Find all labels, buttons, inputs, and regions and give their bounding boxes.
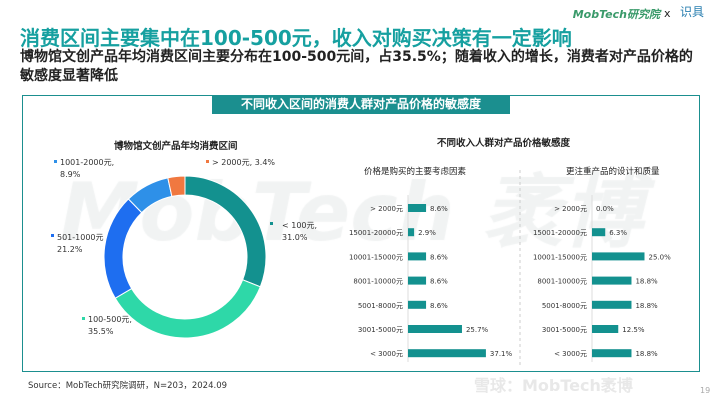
mobtech-logo: MobTech研究院 bbox=[572, 8, 660, 21]
donut-title: 博物馆文创产品年均消费区间 bbox=[114, 141, 238, 152]
bar-chart-title: 不同收入人群对产品价格敏感度 bbox=[437, 138, 571, 149]
slice-label: 100-500元, 35.5% bbox=[88, 315, 132, 336]
bar bbox=[408, 325, 462, 333]
bar-category-label: 8001-10000元 bbox=[537, 278, 587, 286]
bar-value-label: 8.6% bbox=[430, 253, 448, 261]
bar bbox=[592, 325, 619, 333]
bar-value-label: 18.8% bbox=[635, 302, 658, 310]
bar bbox=[408, 300, 427, 309]
bar-category-label: > 2000元 bbox=[554, 205, 587, 213]
bar-value-label: 8.6% bbox=[430, 205, 448, 213]
page-subtitle: 博物馆文创产品年均消费区间主要分布在100-500元间，占35.5%；随着收入的… bbox=[20, 49, 693, 84]
right-bar-subtitle: 更注重产品的设计和质量 bbox=[566, 167, 660, 177]
legend-marker bbox=[270, 222, 273, 225]
bar-category-label: 5001-8000元 bbox=[542, 302, 587, 310]
slice-label: 1001-2000元, 8.9% bbox=[60, 158, 114, 179]
bar bbox=[408, 349, 486, 358]
bar-category-label: < 3000元 bbox=[370, 350, 403, 358]
bar-value-label: 6.3% bbox=[609, 229, 627, 237]
page-number: 19 bbox=[700, 386, 711, 395]
bar bbox=[592, 300, 632, 309]
bar-category-label: > 2000元 bbox=[370, 205, 403, 213]
bar-category-label: 8001-10000元 bbox=[353, 278, 403, 286]
bar-category-label: 3001-5000元 bbox=[358, 326, 403, 334]
bar bbox=[592, 276, 632, 285]
bar-value-label: 8.6% bbox=[430, 302, 448, 310]
xueqiu-watermark: 雪球：MobTech袤博 bbox=[474, 376, 633, 395]
bar-value-label: 18.8% bbox=[635, 278, 658, 286]
bar-value-label: 18.8% bbox=[635, 350, 658, 358]
bar-category-label: < 3000元 bbox=[554, 350, 587, 358]
bar-value-label: 12.5% bbox=[622, 326, 645, 334]
legend-marker bbox=[54, 160, 57, 163]
slice-label: > 2000元, 3.4% bbox=[212, 158, 275, 167]
bar-value-label: 8.6% bbox=[430, 278, 448, 286]
bar bbox=[408, 276, 427, 285]
legend-marker bbox=[206, 160, 209, 163]
bar bbox=[408, 204, 427, 212]
legend-marker bbox=[51, 234, 54, 237]
logo-separator: x bbox=[664, 7, 671, 20]
page-title: 消费区间主要集中在100-500元，收入对购买决策有一定影响 bbox=[20, 26, 572, 50]
bar bbox=[408, 252, 427, 261]
source-note: Source：MobTech研究院调研，N=203，2024.09 bbox=[28, 381, 228, 391]
bar-value-label: 25.0% bbox=[649, 253, 672, 261]
bar-value-label: 2.9% bbox=[418, 229, 436, 237]
bar-value-label: 0.0% bbox=[596, 205, 614, 213]
donut-slice bbox=[167, 175, 186, 198]
bar-value-label: 25.7% bbox=[466, 326, 489, 334]
bar bbox=[592, 228, 606, 237]
bar-category-label: 10001-15000元 bbox=[349, 253, 403, 261]
bar-category-label: 15001-20000元 bbox=[533, 229, 587, 237]
section-title: 不同收入区间的消费人群对产品价格的敏感度 bbox=[212, 95, 510, 114]
slice-label: 501-1000元 21.2% bbox=[57, 233, 104, 254]
bar-value-label: 37.1% bbox=[490, 350, 513, 358]
bar-category-label: 3001-5000元 bbox=[542, 326, 587, 334]
bar bbox=[408, 228, 415, 237]
bar bbox=[592, 252, 645, 261]
legend-marker bbox=[82, 317, 85, 320]
slice-label: < 100元, 31.0% bbox=[282, 221, 317, 242]
bar-category-label: 15001-20000元 bbox=[349, 229, 403, 237]
partner-logo: 识具 bbox=[680, 5, 705, 19]
bar-category-label: 5001-8000元 bbox=[358, 302, 403, 310]
bar-category-label: 10001-15000元 bbox=[533, 253, 587, 261]
left-bar-subtitle: 价格是购买的主要考虑因素 bbox=[364, 167, 467, 177]
bar bbox=[592, 349, 632, 358]
